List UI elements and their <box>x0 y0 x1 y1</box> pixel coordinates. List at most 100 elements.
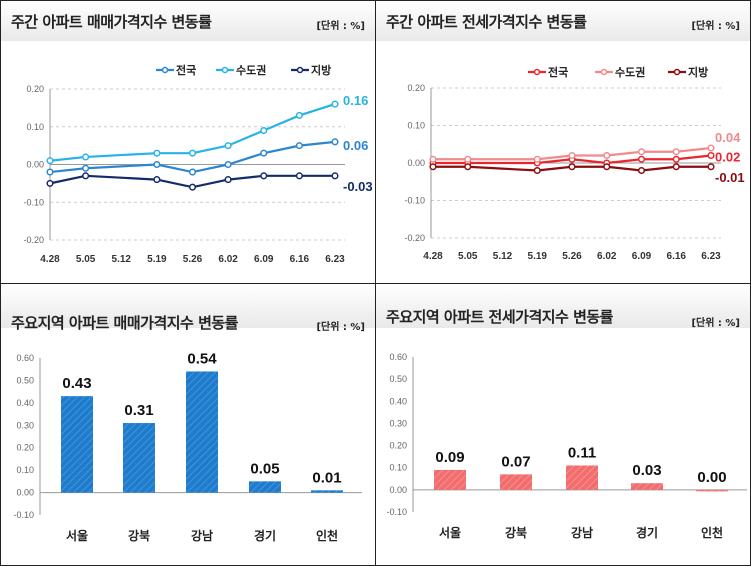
title-bar: 주간 아파트 매매가격지수 변동률 [단위 : %] <box>1 1 375 41</box>
legend-label: 수도권 <box>615 66 645 79</box>
data-point <box>707 144 715 152</box>
x-category-label: 강북 <box>128 529 150 543</box>
bar-value-label: 0.05 <box>250 460 279 477</box>
data-point <box>331 172 339 180</box>
end-value-label: 0.02 <box>715 150 740 165</box>
legend-marker <box>600 68 608 76</box>
x-tick-label: 6.23 <box>325 254 345 265</box>
bar-value-label: 0.54 <box>187 350 217 367</box>
x-tick-label: 6.02 <box>597 251 617 262</box>
x-category-label: 인천 <box>701 525 723 540</box>
data-point <box>429 155 437 163</box>
series-line-지방 <box>49 174 335 189</box>
bar-value-label: 0.07 <box>501 453 530 470</box>
x-tick-label: 5.05 <box>76 254 96 265</box>
data-point <box>46 168 54 176</box>
y-tick-label: 0.40 <box>16 398 34 408</box>
bar-인천 <box>311 490 343 493</box>
data-point <box>637 166 646 175</box>
y-tick-label: 0.00 <box>26 160 44 170</box>
data-point <box>224 176 232 184</box>
panel-weekly-jeonse: 주간 아파트 전세가격지수 변동률 [단위 : %] <box>375 0 751 284</box>
x-tick-label: 6.16 <box>667 251 687 262</box>
x-tick-label: 6.02 <box>218 254 238 265</box>
x-tick-label: 5.12 <box>493 251 513 262</box>
end-value-label: 0.16 <box>343 93 368 108</box>
bar-강남 <box>566 465 598 490</box>
chart-title: 주간 아파트 매매가격지수 변동률 <box>11 13 212 31</box>
x-tick-label: 6.16 <box>290 254 310 265</box>
x-category-label: 서울 <box>66 528 88 543</box>
legend-label: 지방 <box>688 65 708 79</box>
y-tick-label: -0.20 <box>23 235 44 245</box>
series-line-전국 <box>49 140 336 174</box>
data-point <box>637 148 646 156</box>
data-point <box>533 166 541 175</box>
series-line-수도권 <box>49 103 336 162</box>
y-tick-label: 0.20 <box>26 84 44 94</box>
legend-label: 지방 <box>311 63 331 77</box>
data-point <box>295 142 303 150</box>
y-tick-label: 0.60 <box>389 352 407 362</box>
title-bar: 주요지역 아파트 전세가격지수 변동률 [단위 : %] <box>376 284 750 329</box>
bar-value-label: 0.11 <box>568 445 596 462</box>
data-point <box>295 172 303 180</box>
data-point <box>46 179 54 187</box>
bar-value-label: 0.03 <box>632 462 661 479</box>
x-tick-label: 4.28 <box>40 254 60 265</box>
chart-title: 주간 아파트 전세가격지수 변동률 <box>386 13 587 31</box>
data-point <box>260 172 268 180</box>
unit-label: [단위 : %] <box>316 322 365 333</box>
bar-경기 <box>631 483 663 490</box>
data-point <box>707 151 715 160</box>
series-line-수도권 <box>433 146 712 161</box>
title-bar: 주간 아파트 전세가격지수 변동률 [단위 : %] <box>376 1 750 41</box>
x-category-label: 강남 <box>191 528 213 543</box>
series-line-지방 <box>433 165 711 172</box>
end-value-label: -0.01 <box>715 170 745 185</box>
y-tick-label: -0.10 <box>23 197 44 207</box>
x-category-label: 강북 <box>505 526 527 540</box>
panel-weekly-sale: 주간 아파트 매매가격지수 변동률 [단위 : %] <box>0 0 376 284</box>
legend-marker <box>161 66 169 74</box>
bar-서울 <box>61 396 93 493</box>
y-tick-label: -0.10 <box>13 510 34 520</box>
x-tick-label: 6.09 <box>632 251 652 262</box>
y-tick-label: 0.40 <box>389 396 407 406</box>
y-tick-label: 0.10 <box>16 465 34 475</box>
x-category-label: 인천 <box>316 528 338 543</box>
series-line-전국 <box>433 154 712 165</box>
data-point <box>464 155 472 163</box>
legend-label: 전국 <box>176 63 196 77</box>
x-tick-label: 5.26 <box>183 254 203 265</box>
y-tick-label: 0.50 <box>389 374 407 384</box>
y-tick-label: 0.20 <box>16 443 34 453</box>
y-tick-label: 0.00 <box>389 485 407 495</box>
data-point <box>153 149 161 157</box>
legend-label: 수도권 <box>236 64 266 77</box>
panel-region-jeonse: 주요지역 아파트 전세가격지수 변동률 [단위 : %] <box>375 283 751 566</box>
y-tick-label: -0.10 <box>404 196 425 206</box>
data-point <box>82 164 90 172</box>
bar-강북 <box>123 423 155 493</box>
y-tick-label: 0.20 <box>407 83 425 93</box>
bar-value-label: 0.00 <box>697 469 726 486</box>
y-tick-label: 0.10 <box>389 463 407 473</box>
x-tick-label: 4.28 <box>423 251 443 262</box>
data-point <box>188 183 197 191</box>
y-tick-label: 0.60 <box>16 353 34 363</box>
x-tick-label: 5.19 <box>528 251 548 262</box>
legend-marker <box>673 68 681 76</box>
bar-강북 <box>500 474 532 490</box>
data-point <box>429 163 437 171</box>
legend-label: 전국 <box>548 65 568 79</box>
chart-title: 주요지역 아파트 전세가격지수 변동률 <box>386 308 613 326</box>
data-point <box>637 155 646 163</box>
unit-label: [단위 : %] <box>691 21 740 32</box>
bar-value-label: 0.43 <box>62 375 91 392</box>
data-point <box>672 163 680 171</box>
x-tick-label: 5.12 <box>112 254 132 265</box>
legend-marker <box>221 66 229 74</box>
data-point <box>568 163 576 171</box>
